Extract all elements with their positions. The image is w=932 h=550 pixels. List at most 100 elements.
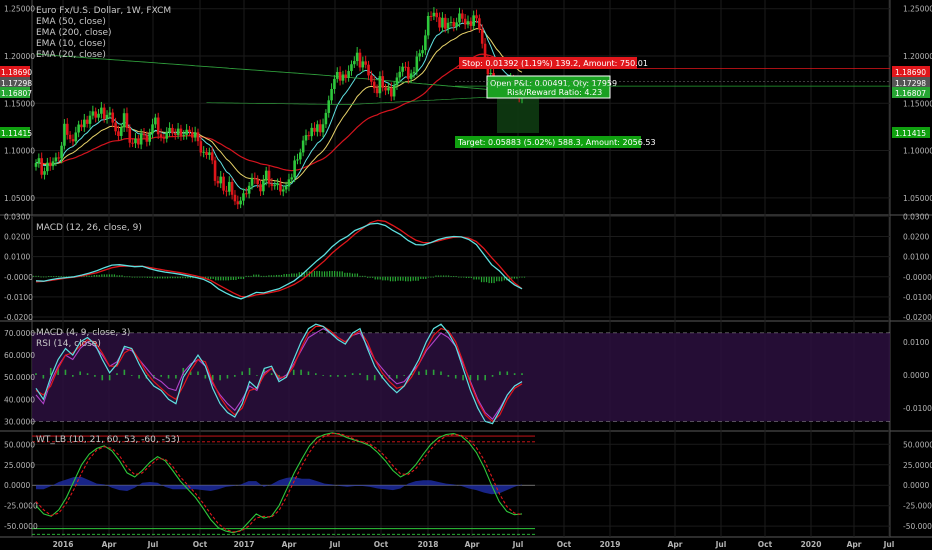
price-badge [892,127,930,138]
macd-hist-bar [172,276,174,279]
candle-body [355,52,359,62]
macd-hist-bar [245,275,247,277]
candle-body [245,193,248,195]
macd-hist-bar [392,276,394,282]
macd-hist-bar [364,275,366,277]
macd-hist-bar [359,275,361,277]
price-tick-right: 1.25000 [903,5,932,14]
candle-body [398,71,402,78]
osc-hist-bar [211,375,214,381]
candle-body [338,71,342,81]
candle-body [119,127,123,136]
macd-hist-bar [407,276,409,282]
macd-hist-bar [404,276,407,282]
candle-body [475,15,478,19]
candle-body [216,180,220,184]
macd-hist-bar [288,274,290,277]
osc-hist-bar [64,369,67,375]
x-tick-label: Oct [557,540,572,549]
candle-body [225,190,228,192]
candle-body [480,29,484,44]
osc-hist-bar [197,371,199,375]
candle-body [401,66,404,72]
candle-body [71,139,75,142]
wt-tick-right: -50.0000 [903,522,932,531]
candle-body [208,152,211,155]
candle-body [375,88,379,94]
price-tick-left: 1.10000 [4,147,35,156]
candle-body [333,78,336,89]
macd-hist-bar [260,275,262,277]
candle-body [296,159,299,161]
candle-body [159,134,163,138]
macd-hist-bar [118,275,121,277]
macd-tick-right: 0.0200 [903,233,929,242]
candle-body [63,123,66,146]
candle-body [463,18,467,25]
candle-body [384,87,387,91]
price-legend: Euro Fx/U.S. Dollar, 1W, FXCM EMA (50, c… [36,6,171,60]
osc-hist-bar [72,375,74,377]
osc-hist-bar [447,375,450,377]
macd-hist-bar [248,275,250,277]
candle-body [330,88,333,101]
macd-hist-bar [134,276,136,278]
macd-hist-bar [344,272,346,277]
price-tick-left: 1.25000 [4,5,35,14]
candle-body [273,185,277,187]
macd-pane[interactable]: MACD (12, 26, close, 9) [32,219,526,300]
x-tick-label: Apr [668,540,683,549]
macd-hist-bar [447,275,450,277]
legend-ema-200: EMA (200, close) [36,28,112,38]
osc-hist-bar [307,371,310,375]
candle-body [324,112,328,125]
macd-signal-line [35,219,523,298]
macd-hist-bar [475,276,478,280]
macd-hist-bar [491,276,493,284]
macd-hist-bar [415,276,417,281]
macd-hist-bar [498,276,500,282]
rsi-tick-left: 40.0000 [4,395,35,404]
osc-hist-bar [337,375,339,377]
stop-label[interactable]: Stop: 0.01392 (1.19%) 139.2, Amount: 750… [459,57,648,69]
candle-body [489,73,493,75]
wt-tick-left: 0.0000 [4,481,30,490]
osc-hist-bar [315,373,317,375]
candle-body [276,183,279,186]
candle-body [131,142,134,144]
osc-hist-bar [344,375,347,377]
macd-hist-bar [430,276,432,278]
candle-body [279,183,282,192]
macd-hist-bar [511,276,513,279]
open-pl-label[interactable]: Open P&L: 0.00491, Qty: 17959 Risk/Rewar… [486,75,617,99]
macd-hist-bar [450,276,452,277]
target-label[interactable]: Target: 0.05883 (5.02%) 588.3, Amount: 2… [455,136,656,148]
osc-hist-bar [469,375,472,381]
osc-hist-bar [248,367,251,375]
price-pane[interactable]: Euro Fx/U.S. Dollar, 1W, FXCM EMA (50, c… [34,6,890,210]
candle-body [424,35,427,51]
candle-body [128,128,132,143]
candle-body [253,178,257,180]
macd-hist-bar [88,275,90,277]
candle-body [94,111,97,118]
macd-hist-bar [351,273,354,277]
wt-tick-right: 25.0000 [903,461,932,470]
macd-hist-bar [242,276,245,279]
macd-fast-legend: MACD (4, 9, close, 3) [36,328,130,338]
osc-hist-bar [204,375,207,379]
macd-hist-bar [460,276,462,278]
wt-pane[interactable]: WT_LB (10, 21, 60, 53, -60, -53) [32,432,535,535]
rsi-pane[interactable]: MACD (4, 9, close, 3) RSI (14, close) [32,323,890,425]
candle-body [429,16,433,18]
macd-hist-bar [493,276,495,284]
macd-hist-bar [111,274,113,277]
candle-body [85,119,89,124]
candle-body [421,50,424,54]
macd-hist-bar [154,276,156,279]
price-badge-text: 1.17298 [895,79,926,88]
macd-hist-bar [215,276,217,281]
candle-body [364,61,367,65]
macd-hist-bar [53,276,55,277]
